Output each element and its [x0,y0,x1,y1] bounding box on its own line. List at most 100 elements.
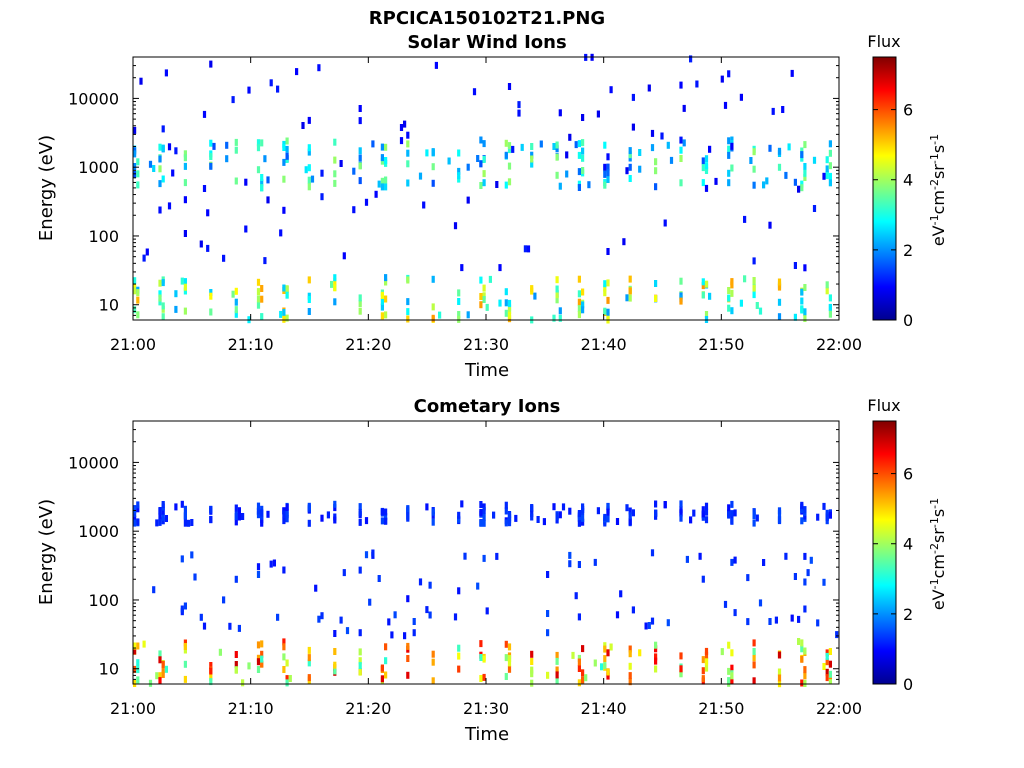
heatmap-cell [247,662,251,670]
heatmap-cell [581,139,585,147]
heatmap-cell [282,643,286,651]
heatmap-cell [307,308,311,315]
heatmap-cell [234,298,238,306]
heatmap-cell [530,155,534,163]
heatmap-cell [615,518,620,525]
heatmap-cell [504,673,508,680]
heatmap-cell [577,658,581,666]
heatmap-cell [279,229,283,237]
heatmap-cell [730,289,734,297]
heatmap-cell [457,298,461,305]
heatmap-cell [752,654,756,662]
heatmap-cell [682,104,686,112]
heatmap-cell [260,650,264,658]
heatmap-cell [158,165,162,173]
heatmap-cell [307,674,311,682]
heatmap-cell [209,60,213,68]
heatmap-cell [384,508,388,516]
heatmap-cell [679,146,683,154]
heatmap-cell [800,184,804,192]
heatmap-cell [800,645,804,653]
heatmap-cell [307,116,311,124]
heatmap-cell [234,661,238,668]
heatmap-cell [644,622,648,630]
heatmap-cell [358,147,362,155]
heatmap-cell [581,288,585,296]
heatmap-cell [295,68,299,76]
heatmap-cell [307,519,311,527]
heatmap-cell [530,513,534,521]
heatmap-cell [155,519,159,527]
heatmap-cell [212,142,216,150]
heatmap-cell [466,163,470,171]
colorbar-tick-label: 6 [903,101,913,120]
heatmap-cell [209,678,213,686]
heatmap-cell [463,552,467,560]
heatmap-cell [161,507,165,515]
heatmap-cell [600,663,604,671]
heatmap-cell [431,148,435,156]
heatmap-cell [542,518,546,526]
heatmap-cell [606,308,610,316]
heatmap-cell [577,510,581,517]
heatmap-cell [577,140,581,148]
heatmap-cell [577,305,581,313]
heatmap-cell [380,177,384,185]
heatmap-cell [654,167,658,175]
heatmap-cell [466,311,470,319]
heatmap-cell [479,519,483,527]
heatmap-cell [209,667,213,675]
heatmap-cell [660,132,664,140]
heatmap-cell [552,143,556,150]
heatmap-cell [822,172,826,180]
heatmap-cell [526,245,531,253]
heatmap-cell [746,574,750,582]
heatmap-cell [380,183,384,191]
heatmap-cell [136,642,140,650]
heatmap-cell [457,644,461,652]
heatmap-cell [828,660,832,668]
heatmap-cell [730,649,734,657]
heatmap-cell [183,505,187,513]
heatmap-cell [133,150,137,158]
heatmap-cell [530,666,534,674]
panel-title: Cometary Ions [414,396,561,417]
heatmap-cell [206,209,210,217]
heatmap-cell [701,510,705,518]
heatmap-cell [828,670,832,678]
heatmap-cell [498,299,502,307]
heatmap-cell [466,196,470,204]
heatmap-cell [800,147,804,155]
heatmap-cell [244,178,248,186]
heatmap-cell [603,289,607,297]
heatmap-cell [581,518,585,526]
heatmap-cell [793,573,797,580]
heatmap-cell [514,514,518,522]
heatmap-cell [384,671,388,679]
heatmap-cell [282,284,286,292]
heatmap-cell [581,167,585,174]
heatmap-cell [628,678,632,686]
heatmap-cell [539,140,543,148]
heatmap-cell [828,140,832,148]
heatmap-cell [555,657,559,665]
heatmap-cell [482,296,486,303]
heatmap-cell [183,179,187,187]
heatmap-cell [167,202,172,210]
heatmap-cell [136,518,140,526]
heatmap-cell [406,298,410,306]
heatmap-cell [279,310,283,318]
heatmap-cell [628,645,632,653]
heatmap-cell [628,151,632,159]
x-axis-label: Time [464,724,509,745]
heatmap-cell [803,264,807,272]
heatmap-cell [520,143,524,151]
y-tick-label: 1000 [78,522,119,541]
heatmap-cell [479,182,483,189]
x-tick-label: 21:50 [698,699,744,718]
heatmap-cell [606,649,610,657]
heatmap-cell [183,196,187,204]
heatmap-cell [136,158,140,166]
heatmap-cell [606,515,610,523]
heatmap-cell [256,166,261,174]
